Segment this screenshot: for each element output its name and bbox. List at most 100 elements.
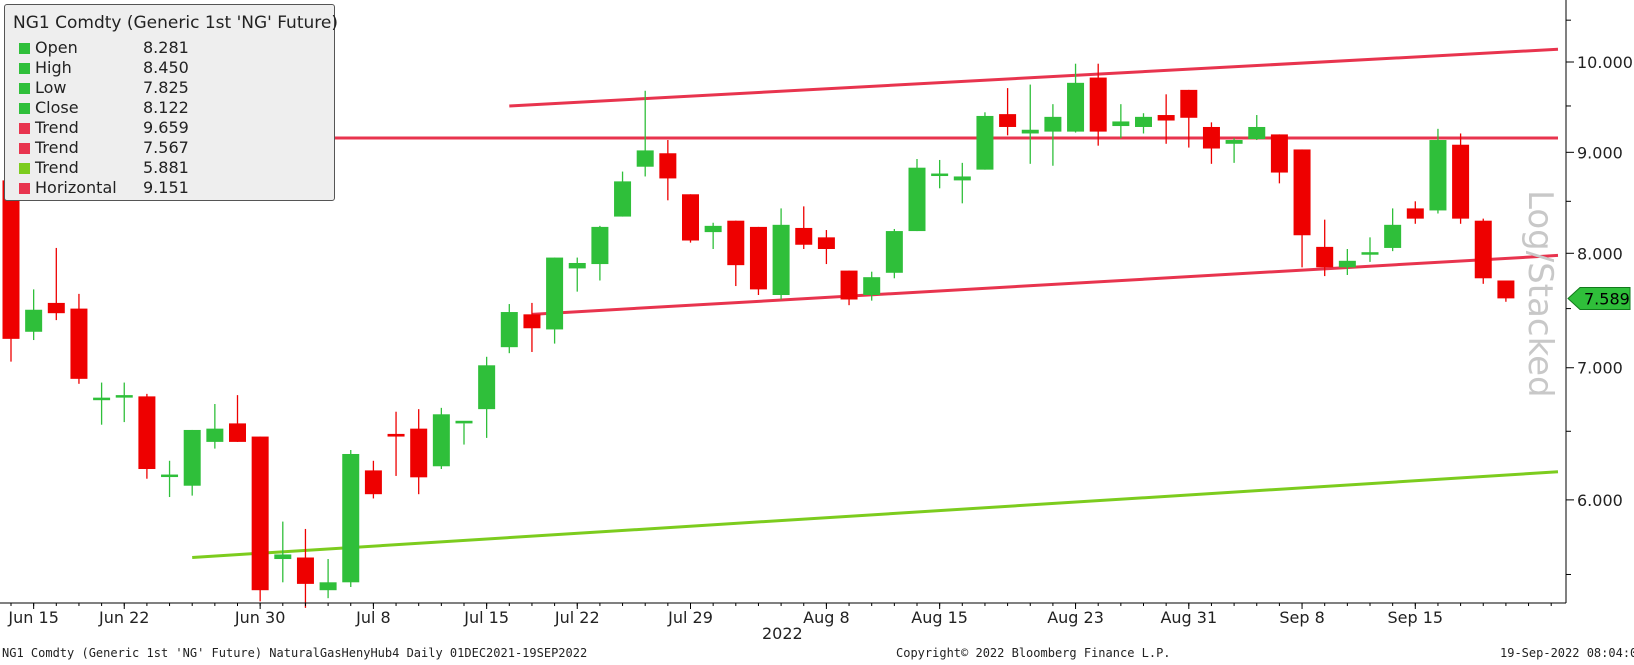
candle-body <box>976 115 994 170</box>
candle-body <box>115 395 133 398</box>
candle <box>953 162 971 204</box>
candle-body <box>749 226 767 290</box>
candle <box>682 194 699 243</box>
legend-swatch <box>19 103 30 114</box>
legend-value: 9.659 <box>143 118 189 137</box>
candle <box>478 356 496 438</box>
candle <box>1180 89 1198 148</box>
footer-source: NG1 Comdty (Generic 1st 'NG' Future) Nat… <box>2 646 588 660</box>
x-tick-label: Aug 15 <box>911 608 968 627</box>
x-tick-label: Jun 15 <box>7 608 58 627</box>
candles <box>2 63 1515 608</box>
candle-body <box>1089 77 1107 132</box>
candle <box>568 257 586 292</box>
candle <box>1112 104 1130 139</box>
candle <box>319 559 337 599</box>
footer-copyright: Copyright© 2022 Bloomberg Finance L.P. <box>896 646 1171 660</box>
candle <box>93 382 111 425</box>
candle-body <box>885 231 903 273</box>
trend-line-support-3 <box>192 470 1559 559</box>
candle-body <box>1225 140 1243 144</box>
candle-body <box>274 554 292 560</box>
candle-body <box>364 470 382 495</box>
legend-name: Trend <box>35 118 79 137</box>
candle-body <box>1248 126 1266 140</box>
legend-name: Close <box>35 98 79 117</box>
candle <box>161 460 179 498</box>
candle <box>1361 237 1379 262</box>
legend-swatch <box>19 123 30 134</box>
candle-body <box>1429 140 1447 211</box>
x-tick-label: Aug 23 <box>1047 608 1104 627</box>
legend-value: 8.281 <box>143 38 189 57</box>
candle <box>523 302 541 352</box>
candle <box>206 404 224 449</box>
candle-body <box>183 429 201 486</box>
trend-line-upper-0 <box>509 47 1559 108</box>
candle-body <box>999 114 1017 127</box>
candle <box>410 409 428 495</box>
candle <box>772 208 790 300</box>
candle <box>1021 84 1039 164</box>
candle <box>614 171 632 217</box>
candle <box>636 90 654 177</box>
legend-title: NG1 Comdty (Generic 1st 'NG' Future) <box>13 13 338 33</box>
candle <box>749 226 767 295</box>
candle <box>1202 122 1220 164</box>
candle <box>432 407 450 470</box>
candle <box>795 206 813 250</box>
candle <box>1497 280 1515 302</box>
y-tick-label: 6.000 <box>1577 491 1623 510</box>
legend-name: Trend <box>35 158 79 177</box>
candle-body <box>931 173 949 177</box>
candle <box>817 230 835 265</box>
candle <box>296 528 314 608</box>
candle <box>70 293 88 384</box>
year-label: 2022 <box>762 624 803 643</box>
candle-body <box>500 312 518 348</box>
candle-body <box>1406 208 1424 219</box>
candle-body <box>1021 129 1039 134</box>
legend-swatch <box>19 63 30 74</box>
x-tick-label: Aug 8 <box>803 608 850 627</box>
candle <box>229 395 246 442</box>
candle-body <box>206 428 224 442</box>
candle <box>1157 94 1175 144</box>
x-tick-label: Sep 15 <box>1387 608 1443 627</box>
candle <box>387 411 405 476</box>
candle-body <box>161 474 179 478</box>
candle <box>183 429 201 496</box>
last-price-label: 7.589 <box>1584 289 1630 308</box>
candle <box>500 304 518 354</box>
candle-body <box>1293 149 1311 236</box>
candle-body <box>1497 280 1515 299</box>
candle-body <box>1338 260 1356 268</box>
x-tick-label: Jul 15 <box>463 608 509 627</box>
candle <box>659 140 677 201</box>
legend-swatch <box>19 143 30 154</box>
candle-body <box>546 257 564 330</box>
candle-body <box>387 433 405 437</box>
candle-body <box>1112 121 1130 127</box>
candle-body <box>682 194 699 241</box>
candle-body <box>817 237 835 250</box>
x-tick-label: Jun 22 <box>98 608 149 627</box>
candle <box>274 521 292 583</box>
y-tick-label: 8.000 <box>1577 244 1623 263</box>
candle-body <box>591 226 609 265</box>
legend-name: Horizontal <box>35 178 117 197</box>
candle-body <box>410 428 428 478</box>
candle-body <box>1157 115 1175 121</box>
y-tick-label: 9.000 <box>1577 143 1623 162</box>
legend-swatch <box>19 43 30 54</box>
candle <box>1248 115 1266 141</box>
candle-body <box>863 277 881 295</box>
candle-body <box>908 167 926 232</box>
candle <box>727 220 745 287</box>
candle-body <box>70 308 88 379</box>
candle <box>364 460 382 499</box>
candle-body <box>659 153 677 179</box>
y-tick-label: 7.000 <box>1577 359 1623 378</box>
legend-swatch <box>19 163 30 174</box>
